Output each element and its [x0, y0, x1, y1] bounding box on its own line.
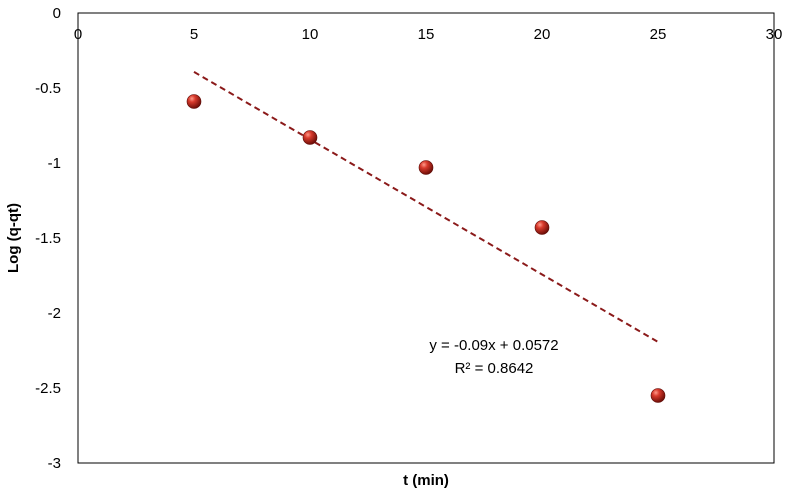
y-tick-label: -3: [48, 455, 61, 472]
r-squared-label: R² = 0.8642: [455, 360, 534, 377]
y-tick-label: -0.5: [35, 80, 61, 97]
plot-area-frame: [77, 12, 775, 464]
data-point: [418, 160, 434, 175]
data-point: [302, 130, 318, 145]
y-axis-ticks: 0 -0.5 -1 -1.5 -2 -2.5 -3: [35, 5, 61, 472]
x-tick-label: 5: [190, 26, 198, 43]
data-point: [650, 388, 666, 403]
trendline-equation: y = -0.09x + 0.0572: [429, 337, 558, 354]
y-tick-label: -2: [48, 305, 61, 322]
x-axis-title: t (min): [403, 472, 449, 489]
y-axis-title: Log (q-qt): [5, 203, 22, 273]
y-tick-label: -2.5: [35, 380, 61, 397]
x-tick-label: 10: [302, 26, 319, 43]
y-tick-label: -1.5: [35, 230, 61, 247]
data-point: [534, 220, 550, 235]
x-tick-label: 15: [418, 26, 435, 43]
y-tick-label: -1: [48, 155, 61, 172]
data-point: [186, 94, 202, 109]
x-tick-label: 0: [74, 26, 82, 43]
y-tick-label: 0: [53, 5, 61, 22]
data-points: [186, 94, 666, 403]
x-tick-label: 25: [650, 26, 667, 43]
x-tick-label: 20: [534, 26, 551, 43]
x-tick-label: 30: [766, 26, 783, 43]
x-axis-ticks: 0 5 10 15 20 25 30: [74, 26, 783, 43]
